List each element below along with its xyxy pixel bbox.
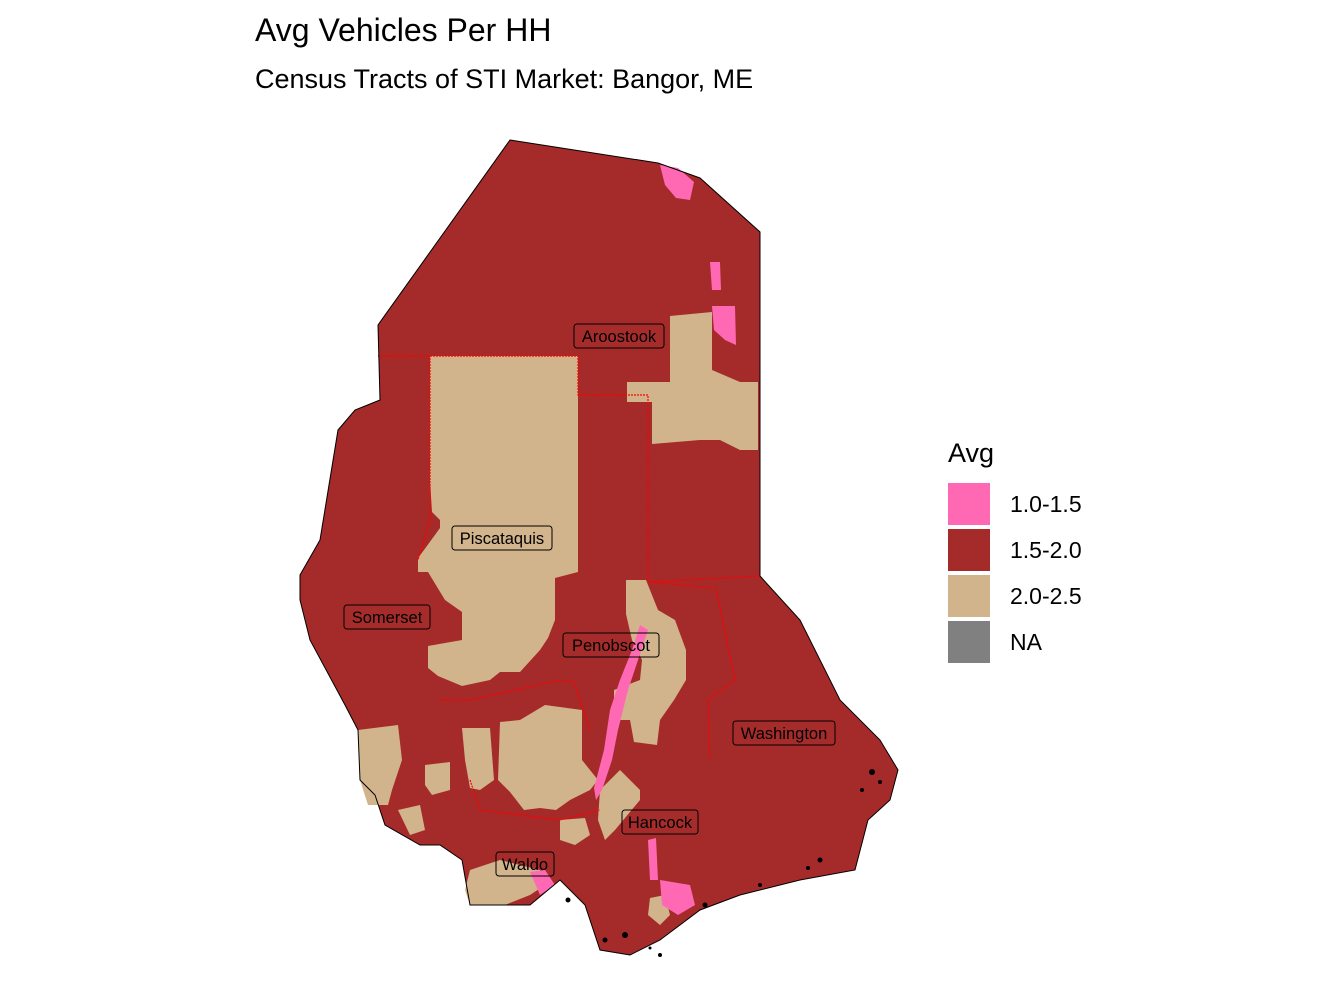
tract-piscataquis [418,356,578,686]
islands [565,769,882,957]
county-label-text: Waldo [502,856,548,874]
island [878,780,882,784]
county-label-piscataquis: Piscataquis [451,525,553,551]
border-waldo [469,779,601,821]
county-label-washington: Washington [732,720,836,746]
tract-hancock-2 [560,818,590,845]
county-label-text: Washington [741,725,828,743]
legend: Avg 1.0-1.5 1.5-2.0 2.0-2.5 NA [948,438,1082,665]
tract-hancock-coast-2 [660,880,695,915]
island [565,897,571,903]
tract-waldo-2 [425,762,450,795]
coast-outline [299,139,899,956]
island [860,788,864,792]
legend-label: 2.0-2.5 [1010,582,1082,609]
border-penobscot [647,581,736,761]
legend-item-1-0-1-5: 1.0-1.5 [948,481,1082,527]
tracts-2-0-2-5 [358,312,758,925]
tract-hancock-coast-1 [648,838,658,880]
county-label-text: Hancock [628,814,693,832]
county-label-text: Penobscot [572,637,650,655]
county-label-waldo: Waldo [495,851,555,877]
border-piscataquis [430,355,649,582]
legend-swatch [948,575,990,617]
tract-waldo-3 [462,728,494,790]
tract-penobscot-1 [614,580,686,745]
island [817,857,823,863]
tract-aroostook-strip-2 [712,306,736,345]
legend-swatch [948,621,990,663]
legend-swatch [948,529,990,571]
county-label-text: Piscataquis [460,530,544,548]
tract-waldo-west [358,725,402,805]
legend-label: NA [1010,628,1042,655]
county-borders [378,355,761,821]
region-base [300,140,898,955]
county-label-aroostook: Aroostook [573,323,665,349]
county-label-text: Somerset [352,609,423,627]
tract-waldo-south [465,860,545,905]
tract-aroostook-strip-1 [710,262,721,290]
tract-aroostook-east [627,312,758,450]
county-label-text: Aroostook [582,328,657,346]
island [658,953,662,957]
legend-label: 1.5-2.0 [1010,536,1082,563]
tract-hancock-1 [598,770,640,840]
border-aroostook-piscataquis [378,355,431,561]
tract-waldo-4 [398,805,425,835]
legend-item-2-0-2-5: 2.0-2.5 [948,573,1082,619]
tract-north-tip [660,165,694,200]
tract-penobscot-2 [498,705,598,810]
legend-label: 1.0-1.5 [1010,490,1082,517]
border-somerset-penobscot [440,679,591,731]
island [648,946,652,950]
island [758,883,762,887]
county-label-hancock: Hancock [621,809,699,835]
legend-title: Avg [948,438,995,468]
coastline [299,139,899,956]
tract-bangor-corridor [594,625,648,800]
legend-item-na: NA [948,619,1082,665]
legend-swatch [948,483,990,525]
county-label-penobscot: Penobscot [562,632,660,658]
border-washington [647,575,761,583]
island [602,937,608,943]
island [869,769,875,775]
legend-item-1-5-2-0: 1.5-2.0 [948,527,1082,573]
map-subtitle: Census Tracts of STI Market: Bangor, ME [255,64,754,94]
island [702,902,708,908]
county-label-somerset: Somerset [343,604,431,630]
map-title: Avg Vehicles Per HH [255,12,552,48]
island [622,932,628,938]
island [806,866,810,870]
